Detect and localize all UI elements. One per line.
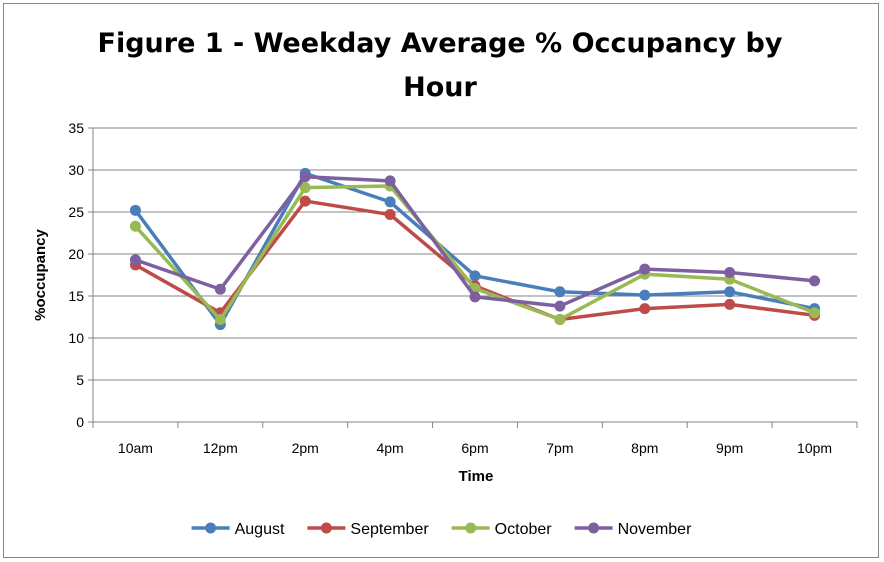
data-point-october <box>214 314 226 326</box>
x-axis-label: Time <box>459 468 494 485</box>
y-tick-label: 5 <box>76 372 84 388</box>
data-point-august <box>724 286 736 298</box>
data-point-november <box>469 291 481 303</box>
y-tick-label: 25 <box>68 204 84 220</box>
legend-swatch-marker <box>588 522 600 534</box>
x-tick-label: 6pm <box>461 440 488 456</box>
legend: August September October November <box>191 521 692 538</box>
data-point-september <box>724 298 736 310</box>
data-point-september <box>639 303 651 315</box>
chart-title: Figure 1 - Weekday Average % Occupancy b… <box>97 28 783 103</box>
x-tick-label: 10am <box>118 440 153 456</box>
legend-label-october: October <box>495 521 553 538</box>
data-point-november <box>299 171 311 183</box>
data-point-november <box>809 275 821 287</box>
data-point-october <box>129 220 141 232</box>
x-tick-label: 9pm <box>716 440 743 456</box>
y-tick-label: 30 <box>68 162 84 178</box>
series-november <box>129 171 821 312</box>
gridlines <box>88 127 858 428</box>
y-tick-label: 15 <box>68 288 84 304</box>
data-point-november <box>554 300 566 312</box>
data-point-october <box>809 307 821 319</box>
legend-swatch-marker <box>465 522 477 534</box>
legend-label-september: September <box>350 521 429 538</box>
x-tick-label: 12pm <box>203 440 238 456</box>
legend-swatch-marker <box>320 522 332 534</box>
data-point-september <box>299 195 311 207</box>
legend-swatch-marker <box>205 522 217 534</box>
y-tick-label: 0 <box>76 414 84 430</box>
x-tick-label: 7pm <box>546 440 573 456</box>
data-point-august <box>469 270 481 282</box>
legend-label-august: August <box>235 521 285 538</box>
series-lines <box>129 167 821 331</box>
x-tick-label: 2pm <box>292 440 319 456</box>
x-tick-label: 8pm <box>631 440 658 456</box>
x-tick-label: 10pm <box>797 440 832 456</box>
data-point-november <box>639 263 651 275</box>
data-point-august <box>129 204 141 216</box>
data-point-august <box>554 286 566 298</box>
x-axis-ticks: 10am 12pm 2pm 4pm 6pm 7pm 8pm 9pm 10pm <box>118 440 832 456</box>
legend-item-august: August <box>191 521 285 538</box>
y-tick-label: 35 <box>68 120 84 136</box>
data-point-november <box>214 283 226 295</box>
series-september <box>129 195 821 326</box>
data-point-august <box>639 289 651 301</box>
y-axis-ticks: 0 5 10 15 20 25 30 35 <box>68 120 84 430</box>
legend-label-november: November <box>618 521 692 538</box>
data-point-november <box>384 175 396 187</box>
y-tick-label: 20 <box>68 246 84 262</box>
data-point-august <box>384 196 396 208</box>
data-point-november <box>129 254 141 266</box>
data-point-september <box>384 209 396 221</box>
legend-item-november: November <box>574 521 692 538</box>
data-point-november <box>724 266 736 278</box>
legend-item-october: October <box>451 521 553 538</box>
data-point-october <box>554 314 566 326</box>
data-point-october <box>299 182 311 194</box>
y-axis-label: %occupancy <box>32 228 49 320</box>
legend-item-september: September <box>307 521 429 538</box>
y-tick-label: 10 <box>68 330 84 346</box>
x-tick-label: 4pm <box>376 440 403 456</box>
